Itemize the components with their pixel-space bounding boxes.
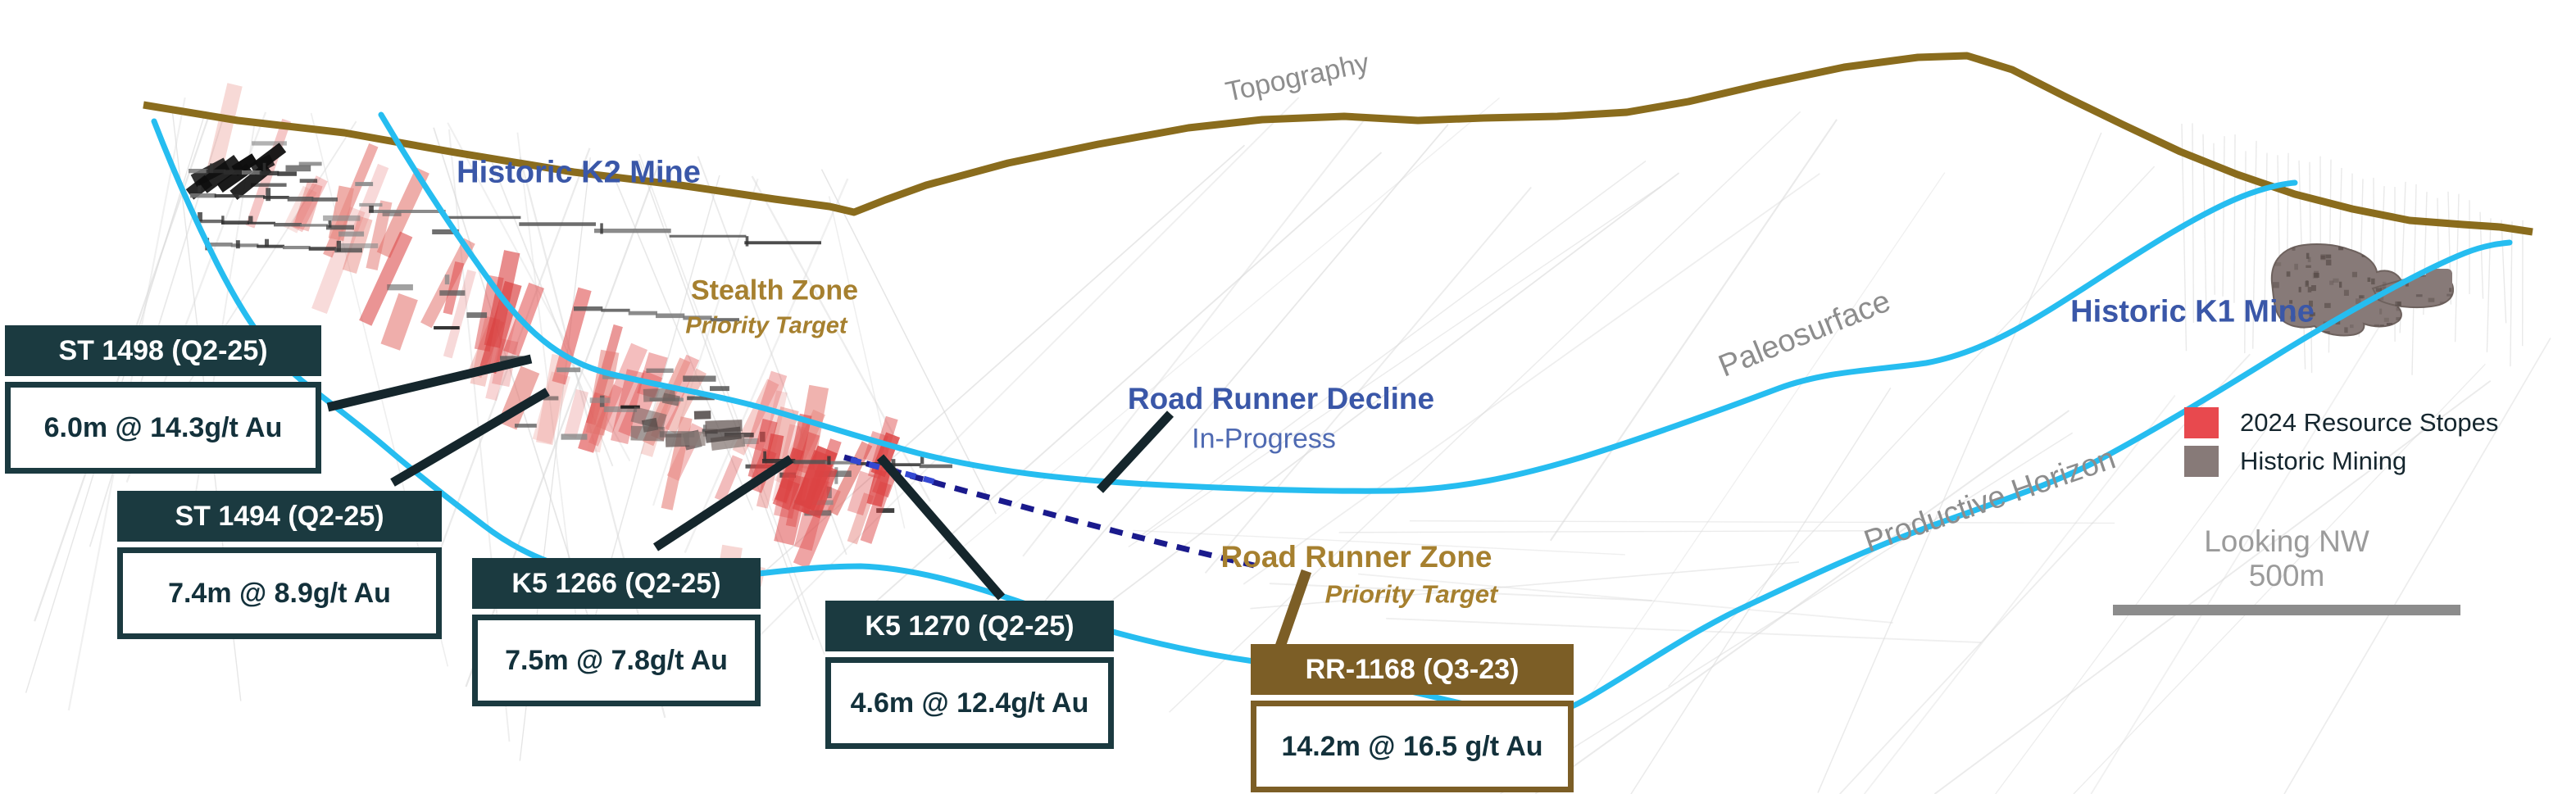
topography-line (143, 52, 2533, 236)
callout-k5-1266: K5 1266 (Q2-25) 7.5m @ 7.8g/t Au (472, 558, 761, 706)
callout-result: 4.6m @ 12.4g/t Au (825, 657, 1114, 749)
historic-k1-mine-label: Historic K1 Mine (2070, 294, 2315, 329)
legend-label: Historic Mining (2240, 446, 2407, 475)
leader-rr-1168 (1274, 569, 1312, 649)
callout-header: ST 1494 (Q2-25) (117, 491, 442, 542)
paleosurface-line (378, 111, 2298, 494)
callout-result: 6.0m @ 14.3g/t Au (5, 382, 321, 474)
productive-horizon-line (151, 118, 2513, 719)
road-runner-zone-subtitle: Priority Target (1324, 579, 1498, 609)
callout-result: 7.4m @ 8.9g/t Au (117, 547, 442, 639)
callout-st-1498: ST 1498 (Q2-25) 6.0m @ 14.3g/t Au (5, 325, 321, 474)
callout-leaders (326, 354, 1312, 649)
leader-st-1498 (326, 354, 533, 412)
leader-k5-1266 (652, 455, 794, 551)
stealth-zone-label: Stealth Zone (690, 274, 859, 306)
callout-result: 7.5m @ 7.8g/t Au (472, 615, 761, 706)
callout-header: RR-1168 (Q3-23) (1251, 644, 1574, 695)
legend-label: 2024 Resource Stopes (2240, 407, 2499, 437)
road-runner-decline-status: In-Progress (1192, 423, 1336, 455)
callout-header: K5 1270 (Q2-25) (825, 601, 1114, 651)
resource-stopes-swatch-icon (2184, 406, 2219, 438)
callout-result: 14.2m @ 16.5 g/t Au (1251, 701, 1574, 792)
legend: 2024 Resource Stopes Historic Mining (2184, 405, 2498, 482)
callout-k5-1270: K5 1270 (Q2-25) 4.6m @ 12.4g/t Au (825, 601, 1114, 749)
road-runner-zone-label: Road Runner Zone (1220, 540, 1492, 574)
legend-item-resource-stopes: 2024 Resource Stopes (2184, 405, 2498, 440)
callout-header: ST 1498 (Q2-25) (5, 325, 321, 376)
scale-value-label: 500m (2248, 559, 2325, 592)
road-runner-decline-label: Road Runner Decline (1127, 382, 1435, 416)
stealth-zone-subtitle: Priority Target (685, 312, 847, 339)
leader-k5-1270 (876, 454, 1006, 601)
callout-header: K5 1266 (Q2-25) (472, 558, 761, 609)
view-info: Looking NW 500m (2113, 524, 2460, 615)
leader-road-runner-decline (1096, 411, 1174, 493)
callout-rr-1168: RR-1168 (Q3-23) 14.2m @ 16.5 g/t Au (1251, 644, 1574, 792)
leader-st-1494 (390, 388, 550, 487)
historic-k2-mine-label: Historic K2 Mine (457, 155, 701, 190)
view-orientation-label: Looking NW (2204, 524, 2369, 558)
historic-mining-swatch-icon (2184, 445, 2219, 477)
scale-bar (2113, 605, 2460, 615)
callout-st-1494: ST 1494 (Q2-25) 7.4m @ 8.9g/t Au (117, 491, 442, 639)
stope-band (185, 83, 952, 597)
legend-item-historic-mining: Historic Mining (2184, 443, 2498, 479)
